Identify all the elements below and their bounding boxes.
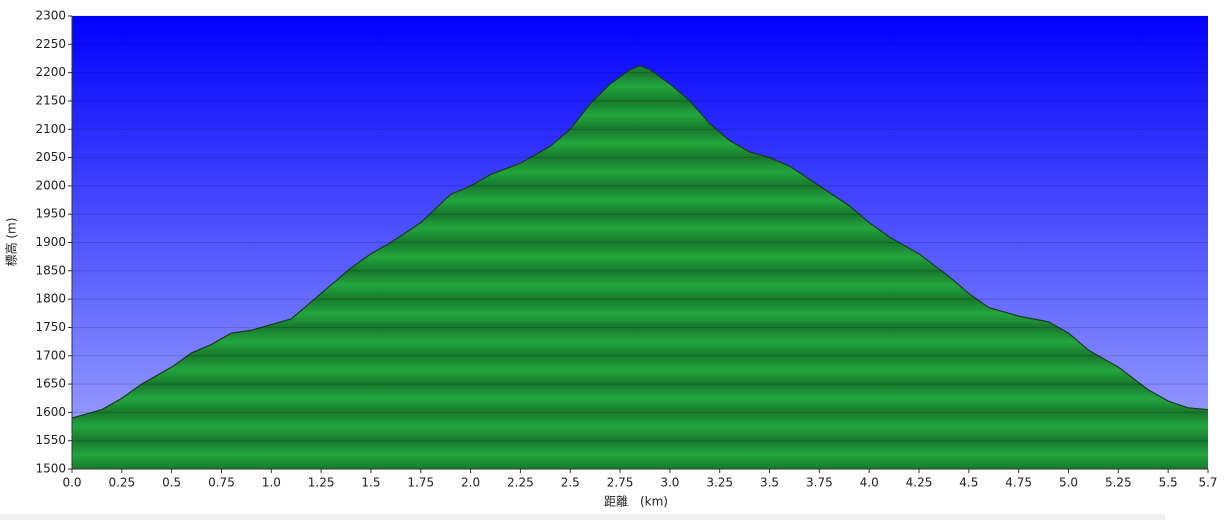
y-tick-label: 1750	[35, 320, 66, 334]
x-tick-label: 5.25	[1105, 476, 1132, 490]
y-tick-label: 2300	[35, 9, 66, 23]
y-tick-label: 1700	[35, 348, 66, 362]
y-tick-label: 2100	[35, 122, 66, 136]
x-tick-label: 1.25	[308, 476, 335, 490]
y-tick-label: 1800	[35, 292, 66, 306]
elevation-area	[72, 65, 1208, 469]
y-tick-label: 1500	[35, 462, 66, 476]
y-tick-label: 1850	[35, 263, 66, 277]
x-tick-label: 4.0	[860, 476, 879, 490]
y-tick-label: 1650	[35, 377, 66, 391]
elevation-line	[71, 65, 1209, 419]
x-tick-label: 2.75	[607, 476, 634, 490]
y-tick-label: 2150	[35, 93, 66, 107]
x-tick-label: 1.0	[262, 476, 281, 490]
x-tick-label: 4.25	[906, 476, 933, 490]
y-tick-label: 2250	[35, 37, 66, 51]
x-tick-label: 2.0	[461, 476, 480, 490]
x-tick-label: 1.5	[361, 476, 380, 490]
y-tick-label: 2050	[35, 150, 66, 164]
y-tick-label: 1900	[35, 235, 66, 249]
y-tick-label: 1950	[35, 207, 66, 221]
x-tick-label: 0.25	[108, 476, 135, 490]
x-tick-label: 3.5	[760, 476, 779, 490]
x-tick-label: 4.5	[959, 476, 978, 490]
x-tick-label: 0.5	[162, 476, 181, 490]
x-tick-label: 1.75	[407, 476, 434, 490]
x-tick-label: 3.25	[706, 476, 733, 490]
y-tick-label: 2000	[35, 178, 66, 192]
x-tick-label: 3.75	[806, 476, 833, 490]
y-tick-label: 1550	[35, 433, 66, 447]
x-tick-label: 2.25	[507, 476, 534, 490]
y-tick-label: 1600	[35, 405, 66, 419]
x-tick-label: 0.75	[208, 476, 235, 490]
x-tick-label: 5.5	[1159, 476, 1178, 490]
x-tick-label: 4.75	[1005, 476, 1032, 490]
x-tick-label: 5.7	[1198, 476, 1217, 490]
x-tick-label: 2.5	[561, 476, 580, 490]
x-tick-label: 5.0	[1059, 476, 1078, 490]
y-tick-label: 2200	[35, 65, 66, 79]
y-axis-title: 標高 (m)	[4, 218, 19, 267]
scrollbar	[0, 514, 1165, 520]
x-axis-title: 距離 (km)	[604, 495, 668, 509]
x-tick-label: 3.0	[660, 476, 679, 490]
x-tick-label: 0.0	[62, 476, 81, 490]
